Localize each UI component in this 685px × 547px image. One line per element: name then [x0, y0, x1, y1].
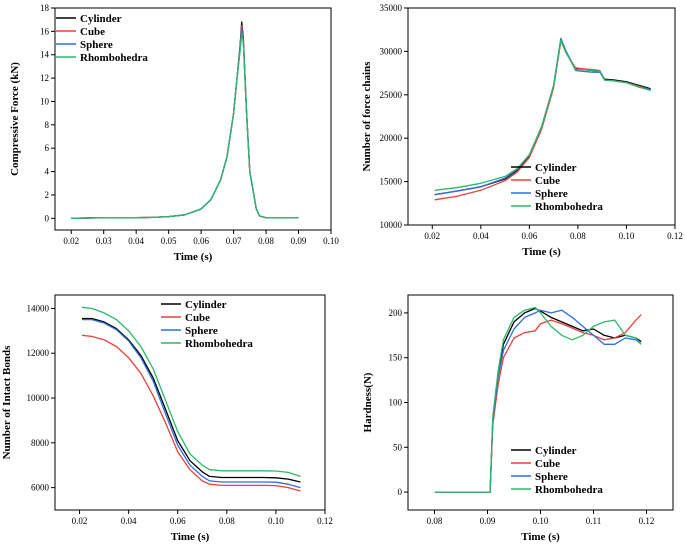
legend-label-cube: Cube [185, 312, 210, 324]
y-tick-label: 14 [40, 50, 50, 60]
x-tick-label: 0.11 [586, 516, 601, 526]
x-tick-label: 0.08 [427, 516, 443, 526]
legend-label-sphere: Sphere [535, 188, 568, 200]
series-line-rhombohedra [81, 306, 301, 478]
y-tick-label: 12 [40, 73, 49, 83]
y-tick-label: 15000 [380, 177, 403, 187]
x-axis-label: Time (s) [171, 531, 210, 543]
x-tick-label: 0.12 [317, 516, 333, 526]
y-tick-label: 200 [389, 308, 403, 318]
plot-frame [54, 7, 332, 231]
legend-label-sphere: Sphere [185, 325, 218, 337]
y-tick-label: 2 [45, 190, 50, 200]
y-tick-label: 8000 [31, 438, 50, 448]
x-tick-label: 0.07 [226, 236, 242, 246]
legend-label-rhombohedra: Rhombohedra [535, 484, 603, 496]
y-tick-label: 18 [40, 3, 50, 13]
x-tick-label: 0.03 [96, 236, 112, 246]
series-line-rhombohedra [434, 39, 651, 191]
y-tick-label: 8 [45, 120, 50, 130]
plot-frame [54, 294, 326, 511]
x-tick-label: 0.08 [258, 236, 274, 246]
x-tick-label: 0.08 [219, 516, 235, 526]
x-tick-label: 0.02 [72, 516, 88, 526]
force-chains-panel: 0.02 0.04 0.06 0.08 0.10 0.12 10000 15000 20000 2… [361, 3, 683, 258]
legend-label-cylinder: Cylinder [535, 162, 577, 174]
y-tick-label: 50 [393, 442, 403, 452]
y-tick-label: 14000 [27, 303, 50, 313]
series-line-cube [81, 334, 301, 492]
x-tick-label: 0.10 [268, 516, 284, 526]
y-axis-label: Compressive Force (kN) [9, 62, 21, 176]
x-tick-label: 0.08 [570, 231, 586, 241]
x-tick-label: 0.05 [161, 236, 177, 246]
y-axis-label: Number of force chains [361, 61, 373, 172]
hardness-panel: 0.08 0.09 0.10 0.11 0.12 0 50 100 150 200 Time (s)… [362, 294, 674, 543]
x-tick-label: 0.12 [639, 516, 655, 526]
x-tick-label: 0.10 [323, 236, 339, 246]
y-tick-label: 25000 [380, 90, 403, 100]
x-tick-label: 0.04 [121, 516, 137, 526]
y-tick-label: 0 [45, 213, 50, 223]
x-tick-label: 0.06 [193, 236, 209, 246]
y-tick-label: 10000 [380, 220, 403, 230]
x-tick-label: 0.04 [128, 236, 144, 246]
series-line-rhombohedra [71, 33, 299, 219]
y-tick-label: 6000 [31, 483, 50, 493]
legend-label-cube: Cube [535, 458, 560, 470]
plot-frame [407, 7, 676, 226]
legend-label-rhombohedra: Rhombohedra [535, 201, 603, 213]
y-tick-label: 16 [40, 26, 50, 36]
intact-bonds-panel: 0.02 0.04 0.06 0.08 0.10 0.12 6000 8000 10000 120… [1, 294, 333, 543]
y-tick-label: 20000 [380, 133, 403, 143]
series-line-sphere [82, 318, 301, 489]
x-tick-label: 0.09 [291, 236, 307, 246]
legend-label-rhombohedra: Rhombohedra [80, 52, 148, 64]
legend-label-cylinder: Cylinder [80, 13, 122, 25]
y-tick-label: 30000 [380, 46, 403, 56]
x-tick-label: 0.10 [533, 516, 549, 526]
legend-label-sphere: Sphere [535, 471, 568, 483]
series-line-cylinder [82, 317, 301, 483]
legend-label-rhombohedra: Rhombohedra [185, 338, 253, 350]
y-tick-label: 150 [389, 353, 403, 363]
y-tick-label: 0 [398, 487, 403, 497]
x-tick-label: 0.02 [424, 231, 440, 241]
x-axis-label: Time (s) [174, 251, 213, 263]
y-tick-label: 10 [40, 96, 50, 106]
legend-label-sphere: Sphere [80, 39, 113, 51]
series-line-rhombohedra [434, 306, 642, 493]
y-tick-label: 35000 [380, 3, 403, 13]
x-axis-label: Time (s) [522, 246, 561, 258]
x-tick-label: 0.09 [480, 516, 496, 526]
x-tick-label: 0.12 [667, 231, 683, 241]
x-axis-label: Time (s) [521, 531, 560, 543]
x-tick-label: 0.06 [521, 231, 537, 241]
y-axis-label: Hardness(N) [362, 372, 374, 432]
y-axis-label: Number of Intact Bonds [1, 345, 13, 460]
force-panel: 0.02 0.03 0.04 0.05 0.06 0.07 0.08 0.09 0.10 0 2 4 6… [9, 3, 339, 263]
legend-label-cube: Cube [535, 175, 560, 187]
y-tick-label: 10000 [27, 393, 50, 403]
x-tick-label: 0.06 [170, 516, 186, 526]
y-tick-label: 12000 [27, 348, 50, 358]
x-tick-label: 0.10 [619, 231, 635, 241]
y-tick-label: 6 [45, 143, 50, 153]
y-tick-label: 100 [389, 398, 403, 408]
legend-label-cylinder: Cylinder [535, 445, 577, 457]
x-tick-label: 0.02 [63, 236, 79, 246]
legend-label-cylinder: Cylinder [185, 299, 227, 311]
x-tick-label: 0.04 [473, 231, 489, 241]
legend-label-cube: Cube [80, 26, 105, 38]
y-tick-label: 4 [45, 167, 50, 177]
